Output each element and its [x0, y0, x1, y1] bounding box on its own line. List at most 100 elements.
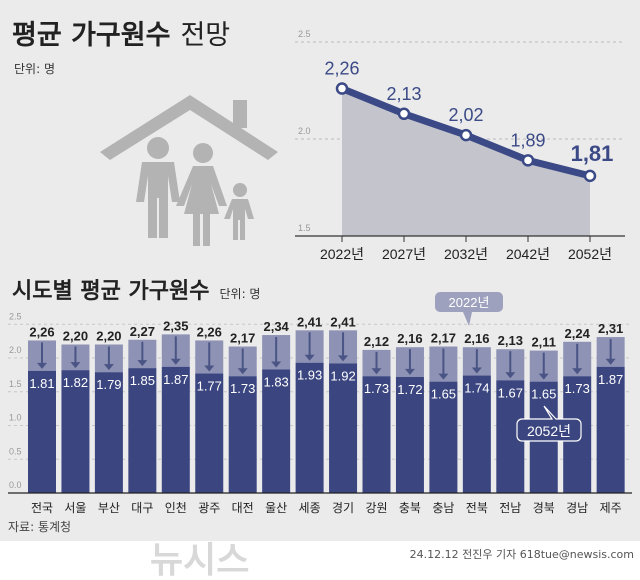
value-label-2022: 2,13 [498, 333, 523, 348]
bar-2052 [462, 375, 491, 493]
page-subtitle: 전망 [180, 20, 230, 51]
value-label-2052: 1.65 [531, 387, 556, 402]
value-label-2052: 1.77 [197, 379, 222, 394]
data-point [521, 154, 535, 167]
arrow-down-icon [438, 373, 449, 380]
x-tick-label: 충북 [399, 501, 421, 515]
x-tick-label: 강원 [365, 501, 387, 515]
value-label-2052: 1.87 [598, 372, 623, 387]
footer-band [0, 541, 640, 576]
value-label-2052: 1.92 [330, 368, 355, 383]
arrow-down-icon [371, 368, 382, 375]
value-label-2022: 2,34 [263, 319, 289, 334]
value-label-2052: 1.73 [230, 381, 255, 396]
value-label-2052: 1.81 [29, 376, 54, 391]
arrow-down-icon [338, 355, 349, 362]
bar-2052 [195, 373, 224, 493]
area-fill [342, 88, 590, 236]
regional-household-size-chart: 0.0 0.5 1.0 1.5 2.0 2.5 2,26 1.81 전국 2,20 1.82 서울 2,… [8, 292, 632, 515]
value-label-2052: 1.79 [96, 377, 121, 392]
y-tick-label: 0.0 [9, 480, 22, 490]
value-label-2022: 2,11 [531, 335, 556, 350]
value-label-2022: 2,26 [197, 324, 222, 339]
arrow-down-icon [538, 373, 549, 380]
arrow-down-icon [70, 362, 81, 369]
legend-label-2052: 2052년 [527, 423, 571, 439]
x-tick-label: 경남 [566, 501, 588, 515]
value-label-2052: 1.65 [431, 387, 456, 402]
bar-2052 [128, 368, 157, 493]
unit-label-bottom: 단위: 명 [219, 287, 260, 301]
value-label-2022: 2,12 [364, 334, 389, 349]
x-tick-label: 서울 [64, 501, 86, 515]
arrow-down-icon [37, 362, 47, 369]
legend-callout-2022 [435, 292, 503, 326]
value-label-2022: 2,17 [431, 331, 456, 346]
arrow-down-icon [304, 354, 315, 361]
value-label-2022: 2,24 [565, 326, 591, 341]
x-tick-label: 2042년 [506, 246, 550, 262]
bar-2052 [429, 381, 458, 493]
arrow-down-icon [404, 368, 415, 375]
value-label-2022: 2,17 [230, 331, 255, 346]
house-family-icon [100, 95, 278, 246]
section-title: 시도별 평균 가구원수 [12, 279, 209, 304]
value-label-2052: 1.67 [498, 385, 523, 400]
value-label-2022: 2,16 [464, 331, 489, 346]
bar-2052 [362, 376, 391, 493]
x-tick-label: 인천 [165, 500, 187, 515]
byline: 24.12.12 전진우 기자 618tue@newsis.com [410, 548, 634, 561]
value-label-2022: 2,27 [130, 324, 155, 339]
arrow-down-icon [170, 358, 181, 365]
arrow-down-icon [137, 360, 148, 367]
x-tick-label: 전남 [499, 501, 521, 515]
value-label-2052: 1.73 [565, 381, 590, 396]
data-label: 1,89 [510, 130, 545, 150]
x-tick-label: 제주 [600, 501, 622, 515]
data-label: 2,02 [448, 105, 483, 125]
x-tick-label: 2022년 [320, 246, 364, 262]
value-label-2052: 1.82 [63, 375, 88, 390]
x-tick-label: 2052년 [568, 246, 612, 262]
source-note: 자료: 통계청 [8, 520, 71, 534]
bar-2052 [61, 370, 90, 493]
data-label: 2,26 [324, 59, 359, 79]
value-label-2052: 1.72 [397, 382, 422, 397]
data-point [459, 128, 473, 142]
x-tick-label: 전북 [466, 501, 488, 515]
y-tick-label: 2.5 [298, 29, 311, 39]
value-label-2022: 2,16 [397, 331, 422, 346]
y-tick-label: 1.0 [9, 413, 22, 423]
value-label-2052: 1.87 [163, 372, 188, 387]
arrow-down-icon [572, 368, 583, 375]
y-tick-label: 0.5 [9, 446, 22, 456]
value-label-2022: 2,20 [63, 329, 88, 344]
value-label-2052: 1.93 [297, 368, 322, 383]
x-tick-label: 경기 [332, 501, 354, 515]
watermark-logo: 뉴시스 [150, 540, 249, 576]
x-tick-label: 전국 [31, 501, 53, 515]
arrow-down-icon [204, 365, 215, 372]
x-tick-label: 대구 [131, 501, 153, 515]
value-label-2022: 2,41 [330, 314, 355, 329]
value-label-2022: 2,35 [163, 318, 188, 333]
bar-2052 [395, 376, 424, 493]
arrow-down-icon [237, 368, 248, 375]
legend-label-2022: 2022년 [449, 295, 490, 310]
x-tick-label: 부산 [98, 501, 120, 515]
unit-label-top: 단위: 명 [14, 62, 55, 76]
x-tick-label: 광주 [198, 501, 220, 515]
value-label-2052: 1.73 [364, 381, 389, 396]
data-point [583, 169, 597, 183]
arrow-down-icon [471, 367, 482, 374]
bar-2052 [28, 370, 56, 493]
arrow-down-icon [103, 364, 114, 371]
value-label-2022: 2,26 [29, 324, 54, 339]
bar-2052 [94, 372, 123, 493]
x-tick-label: 충남 [432, 501, 454, 515]
value-label-2022: 2,31 [598, 321, 623, 336]
bar-2052 [262, 369, 291, 493]
bar-2052 [295, 362, 324, 493]
value-label-2022: 2,41 [297, 314, 322, 329]
